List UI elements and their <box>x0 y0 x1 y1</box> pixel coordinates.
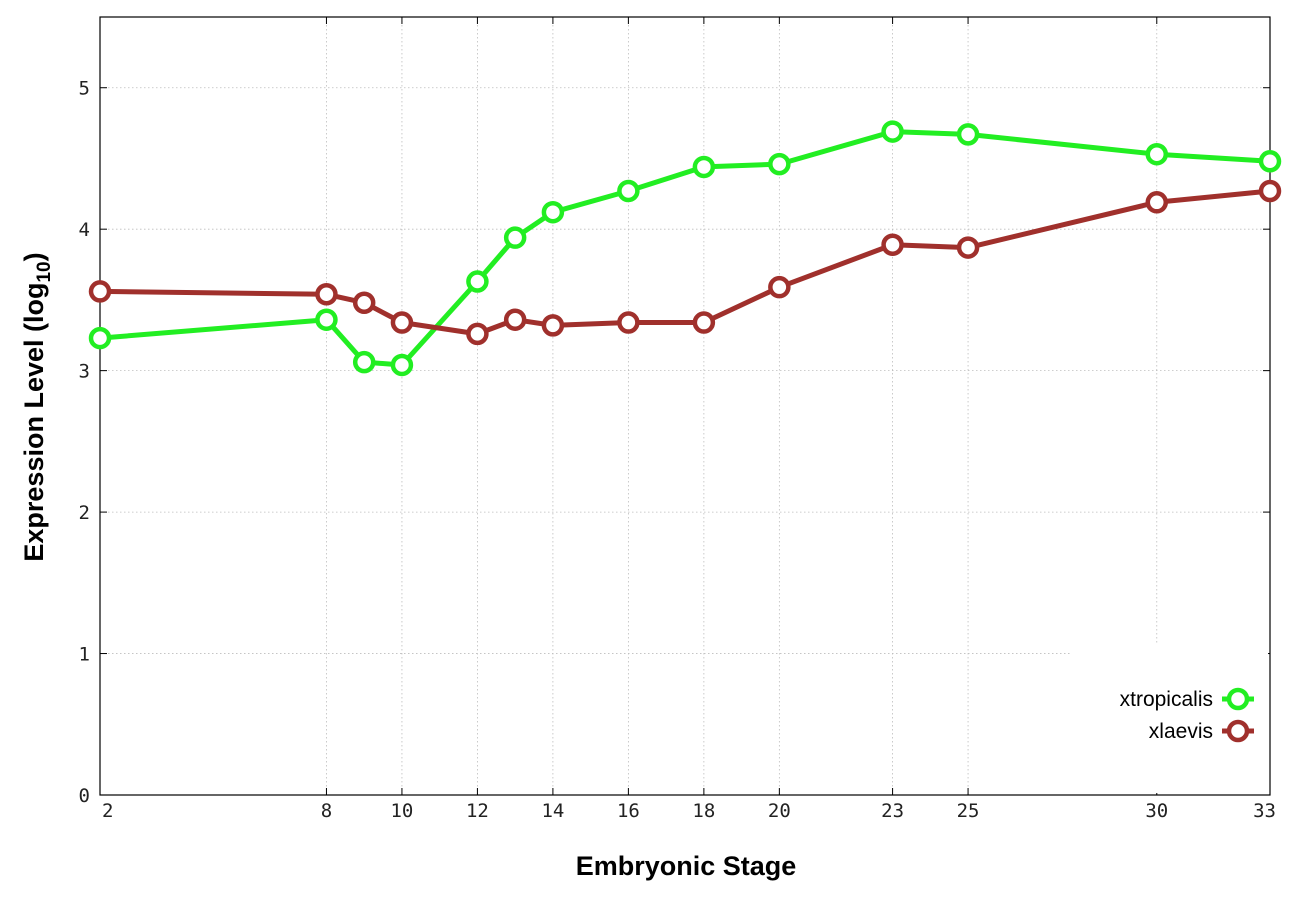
x-axis-title: Embryonic Stage <box>576 851 797 881</box>
data-point-xlaevis <box>692 311 716 334</box>
legend-marker <box>1226 719 1250 743</box>
series-line-xlaevis <box>99 188 1271 337</box>
data-point-xtropicalis <box>390 353 414 377</box>
data-point-xlaevis <box>1258 179 1282 203</box>
x-tick-label: 12 <box>466 800 489 822</box>
legend-item-xlaevis: xlaevis <box>1149 719 1254 743</box>
x-tick-label: 8 <box>321 800 332 822</box>
data-point-xlaevis <box>390 311 414 334</box>
data-point-xtropicalis <box>315 308 338 331</box>
data-point-xlaevis <box>541 314 565 337</box>
data-point-xlaevis <box>617 311 640 334</box>
data-point-xtropicalis <box>1258 150 1282 173</box>
y-axis-title-close: ) <box>19 252 49 261</box>
legend-label: xlaevis <box>1149 720 1213 743</box>
series-line-xtropicalis <box>99 129 1271 368</box>
data-point-xtropicalis <box>617 179 640 203</box>
data-point-xtropicalis <box>881 120 904 143</box>
data-point-xtropicalis <box>352 350 376 374</box>
data-point-xlaevis <box>881 233 904 256</box>
y-tick-label: 5 <box>79 78 90 100</box>
x-tick-label: 14 <box>541 800 564 822</box>
data-point-xlaevis <box>88 280 112 303</box>
legend-marker <box>1226 687 1250 711</box>
y-tick-label: 1 <box>79 644 90 666</box>
legend-item-xtropicalis: xtropicalis <box>1120 687 1254 711</box>
data-point-xlaevis <box>503 308 527 331</box>
data-point-xtropicalis <box>503 226 527 249</box>
x-tick-label: 10 <box>390 800 413 822</box>
data-point-xlaevis <box>768 275 791 299</box>
x-tick-label: 33 <box>1253 800 1276 822</box>
y-tick-label: 0 <box>79 785 90 807</box>
y-tick-label: 2 <box>79 502 90 524</box>
x-tick-label: 20 <box>768 800 791 822</box>
data-point-xtropicalis <box>956 123 980 146</box>
y-axis-title-subscript: 10 <box>34 261 55 282</box>
x-tick-label: 30 <box>1145 800 1168 822</box>
y-axis-title-main: Expression Level (log <box>19 283 49 562</box>
legend: xtropicalis xlaevis <box>1072 645 1268 793</box>
data-point-xlaevis <box>956 236 980 259</box>
plot-frame <box>99 16 1271 796</box>
y-tick-label: 3 <box>79 361 90 383</box>
data-point-xtropicalis <box>1145 142 1169 166</box>
legend-background <box>1072 645 1268 793</box>
y-axis-title: Expression Level (log10) <box>19 252 55 561</box>
x-tick-label: 25 <box>957 800 980 822</box>
series-xtropicalis <box>88 120 1282 377</box>
data-point-xlaevis <box>1145 191 1169 214</box>
data-point-xtropicalis <box>466 270 489 293</box>
x-tick-label: 16 <box>617 800 640 822</box>
series-layer <box>88 120 1282 377</box>
data-point-xtropicalis <box>88 326 112 350</box>
y-tick-label: 4 <box>79 219 90 241</box>
x-tick-label: 18 <box>692 800 715 822</box>
data-point-xtropicalis <box>541 200 565 224</box>
data-point-xtropicalis <box>692 155 716 179</box>
x-tick-label: 23 <box>881 800 904 822</box>
data-point-xlaevis <box>315 283 338 306</box>
series-xlaevis <box>88 179 1282 346</box>
data-point-xlaevis <box>466 322 489 346</box>
data-point-xlaevis <box>352 291 376 314</box>
grid <box>100 17 1270 795</box>
x-tick-label: 2 <box>102 800 113 822</box>
legend-label: xtropicalis <box>1120 688 1213 711</box>
data-point-xtropicalis <box>768 152 791 176</box>
